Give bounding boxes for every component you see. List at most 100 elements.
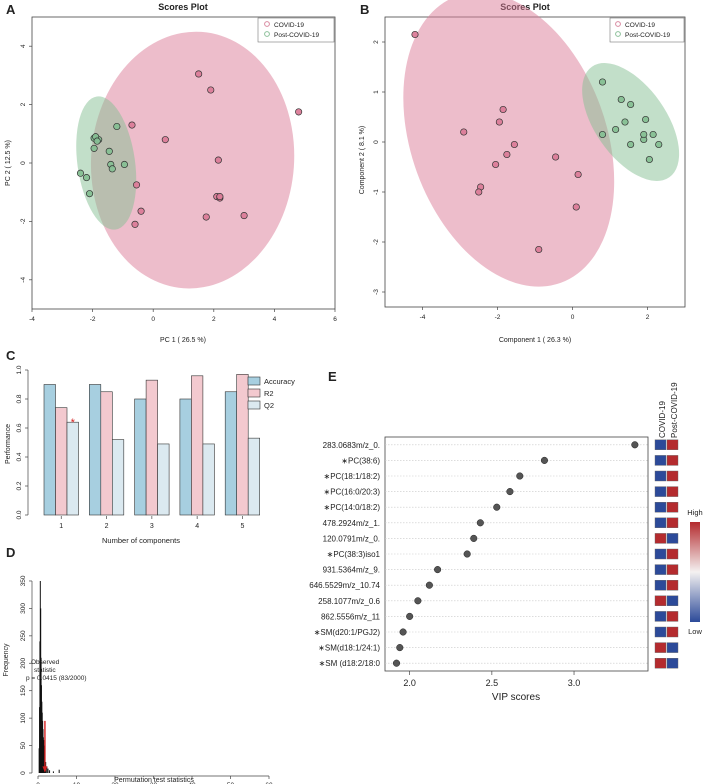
panel-d-observed-arrow	[42, 766, 48, 773]
panel-a-point-covid-1	[207, 86, 215, 94]
panel-c-legend-q2-swatch	[247, 400, 261, 410]
panel-c-bar-q2-4	[202, 443, 215, 516]
panel-e-point-5	[476, 519, 484, 527]
panel-e-heat-cell-1-post	[666, 455, 679, 466]
panel-b-point-post-4	[621, 118, 629, 126]
panel-e: E 283.0683m/z_0. ∗PC(38:6) ∗PC(18:1/18:2) ∗…	[309, 369, 702, 703]
panel-e-heat-cell-0-post	[666, 439, 679, 450]
panel-a-point-post-11	[82, 174, 91, 182]
panel-e-header-post: Post-COVID-19	[670, 382, 679, 438]
panel-e-heat-cell-1-covid	[654, 455, 667, 466]
panel-c-xtick-label-1: 2	[105, 523, 109, 530]
panel-c-ytick-label-4: 0.8	[16, 394, 23, 403]
panel-e-feature-label-0: 283.0683m/z_0.	[323, 441, 380, 450]
panel-d-ytick-label-2: 100	[20, 712, 27, 723]
panel-e-feature-label-3: ∗PC(16:0/20:3)	[323, 488, 380, 497]
panel-c-bar-accuracy-5	[224, 391, 237, 516]
panel-e-heat-cell-0-covid	[654, 439, 667, 450]
panel-b-point-post-8	[649, 130, 657, 139]
panel-b-legend-covid: COVID-19	[625, 22, 655, 29]
panel-d-ytick-label-5: 250	[20, 630, 27, 641]
panel-b-legend-covid-swatch	[615, 21, 621, 27]
panel-b-point-post-2	[627, 100, 635, 109]
panel-a-point-covid-6	[132, 181, 141, 189]
panel-c-bar-q2-5	[247, 437, 260, 516]
panel-c-bar-accuracy-4	[179, 398, 192, 516]
panel-a-xtick-label-5: 6	[333, 316, 337, 323]
panel-c-ytick-label-5: 1.0	[16, 365, 23, 374]
panel-b-ytick-label-4: 1	[373, 90, 380, 94]
panel-c-bar-accuracy-1	[43, 384, 56, 516]
panel-b-point-covid-9	[475, 188, 483, 196]
panel-c-ytick-label-3: 0.6	[16, 423, 23, 432]
panel-d-p-label: p = 0.0415 (83/2000)	[26, 675, 87, 682]
panel-b-point-covid-3	[460, 128, 468, 136]
panel-b-xtick-label-3: 2	[646, 314, 650, 321]
panel-a-letter: A	[6, 2, 16, 17]
panel-a-ytick-label-4: 4	[20, 44, 27, 48]
panel-e-point-8	[434, 566, 442, 574]
panel-b-legend: COVID-19 Post-COVID-19	[609, 17, 685, 43]
panel-b-letter: B	[360, 2, 369, 17]
panel-e-point-1	[540, 456, 548, 464]
panel-b-ylabel: Component 2 ( 8.1 %)	[359, 126, 366, 194]
panel-e-color-legend	[690, 522, 700, 622]
panel-e-feature-label-9: 646.5529m/z_10.74	[309, 581, 380, 590]
panel-e-marks: 283.0683m/z_0. ∗PC(38:6) ∗PC(18:1/18:2) ∗PC…	[309, 439, 679, 688]
panel-e-heat-cell-13-post	[666, 642, 679, 653]
panel-c-marks: 1 2 3 4 5 * 0.0 0.2 0.4 0.6 0.8 1.0	[16, 365, 260, 530]
panel-a-ytick-label-2: 0	[20, 161, 27, 165]
panel-a-point-post-4	[93, 137, 101, 145]
panel-e-letter: E	[328, 369, 337, 384]
panel-e-heat-cell-8-post	[666, 564, 679, 575]
panel-d: D 0 10 20 30 40 50 60 0 50 100 150 200 250 300 350 Obs…	[3, 545, 273, 784]
panel-e-point-14	[392, 659, 401, 667]
panel-a-point-covid-2	[295, 108, 303, 116]
panel-e-feature-label-11: 862.5556m/z_11	[321, 612, 381, 621]
panel-c-bar-r2-2	[100, 391, 113, 516]
panel-b-ytick-label-2: -1	[373, 189, 380, 195]
panel-e-legend-high: High	[687, 508, 702, 517]
panel-e-point-7	[463, 550, 471, 558]
panel-d-xtick-label-0: 0	[36, 782, 40, 784]
panel-b-point-post-12	[645, 155, 653, 164]
panel-d-marks: 0 10 20 30 40 50 60 0 50 100 150 200 250 300 350	[20, 575, 273, 784]
panel-e-feature-label-6: 120.0791m/z_0.	[323, 534, 380, 543]
panel-d-ytick-label-6: 300	[20, 603, 27, 614]
panel-a-ytick-label-3: 2	[20, 102, 27, 106]
panel-c-ytick-label-1: 0.2	[16, 481, 23, 490]
panel-e-legend-low: Low	[688, 627, 702, 636]
panel-a-legend-post: Post-COVID-19	[274, 32, 320, 39]
panel-e-heat-cell-13-covid	[654, 642, 667, 653]
panel-a-point-covid-11	[202, 213, 210, 221]
panel-a-legend-covid: COVID-19	[274, 22, 304, 29]
panel-e-feature-label-7: ∗PC(38:3)iso1	[327, 550, 381, 559]
panel-b-ytick-label-3: 0	[373, 140, 380, 144]
panel-a-xtick-label-2: 0	[151, 316, 155, 323]
panel-e-heat-cell-6-covid	[654, 533, 667, 544]
panel-c-bar-r2-1	[55, 407, 68, 516]
panel-b-point-post-1	[617, 95, 625, 104]
panel-d-xtick-label-6: 60	[265, 782, 273, 784]
panel-c-legend-r2: R2	[264, 389, 274, 398]
panel-c-xlabel: Number of components	[102, 536, 180, 545]
panel-e-feature-label-10: 258.1077m/z_0.6	[318, 597, 380, 606]
panel-e-point-6	[470, 534, 478, 542]
panel-e-heat-cell-9-covid	[654, 580, 667, 591]
panel-a-point-post-7	[120, 160, 128, 169]
panel-e-point-9	[425, 581, 433, 589]
panel-b-point-post-7	[640, 130, 648, 139]
panel-c-xtick-label-0: 1	[59, 523, 63, 530]
panel-a-point-post-5	[90, 144, 98, 152]
panel-c-legend-r2-swatch	[247, 388, 261, 398]
panel-d-statistic-label: statistic	[34, 667, 56, 674]
panel-a-ytick-label-1: -2	[20, 218, 27, 224]
panel-d-xtick-label-5: 50	[227, 782, 235, 784]
panel-e-feature-label-13: ∗SM(d18:1/24:1)	[318, 644, 380, 653]
panel-a-point-covid-10	[240, 212, 248, 220]
panel-e-heat-cell-4-covid	[654, 502, 667, 513]
panel-d-ytick-label-3: 150	[20, 685, 27, 696]
panel-d-observed-label: Observed	[31, 659, 60, 666]
panel-a-point-post-0	[113, 122, 121, 131]
panel-a-xtick-label-1: -2	[90, 316, 96, 323]
